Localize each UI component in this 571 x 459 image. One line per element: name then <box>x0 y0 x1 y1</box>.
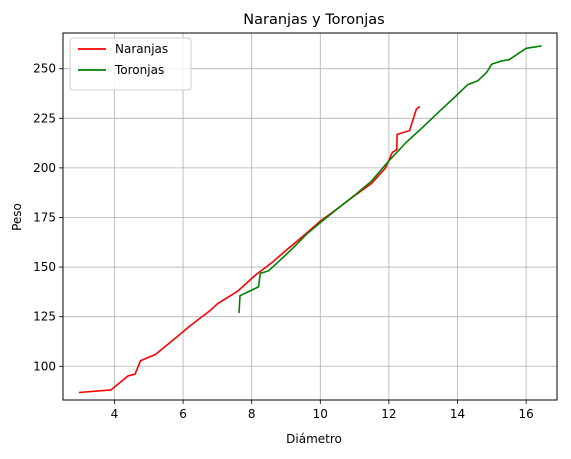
legend: Naranjas Toronjas <box>69 37 192 91</box>
y-tick-label: 100 <box>33 359 56 373</box>
x-tick-label: 16 <box>518 407 533 421</box>
x-tick-label: 8 <box>248 407 256 421</box>
x-tick-label: 6 <box>179 407 187 421</box>
y-axis-ticks: 100 125 150 175 200 225 250 <box>33 62 63 373</box>
legend-box <box>69 37 192 91</box>
series-lines <box>78 45 542 394</box>
y-tick-label: 150 <box>33 260 56 274</box>
x-axis-label: Diámetro <box>286 432 342 446</box>
y-tick-label: 200 <box>33 161 56 175</box>
legend-label-naranjas: Naranjas <box>115 42 168 56</box>
y-tick-label: 250 <box>33 62 56 76</box>
series-line-naranjas <box>78 105 421 394</box>
y-tick-label: 125 <box>33 310 56 324</box>
legend-label-toronjas: Toronjas <box>114 63 164 77</box>
series-line-toronjas <box>238 45 542 313</box>
chart-title: Naranjas y Toronjas <box>243 12 384 28</box>
plot-frame <box>62 32 558 401</box>
x-axis-ticks: 4 6 8 10 12 14 16 <box>111 400 534 421</box>
x-tick-label: 14 <box>450 407 465 421</box>
x-tick-label: 10 <box>313 407 328 421</box>
y-tick-label: 175 <box>33 210 56 224</box>
x-tick-label: 12 <box>381 407 396 421</box>
y-tick-label: 225 <box>33 111 56 125</box>
y-axis-label: Peso <box>10 203 24 231</box>
x-tick-label: 4 <box>111 407 119 421</box>
